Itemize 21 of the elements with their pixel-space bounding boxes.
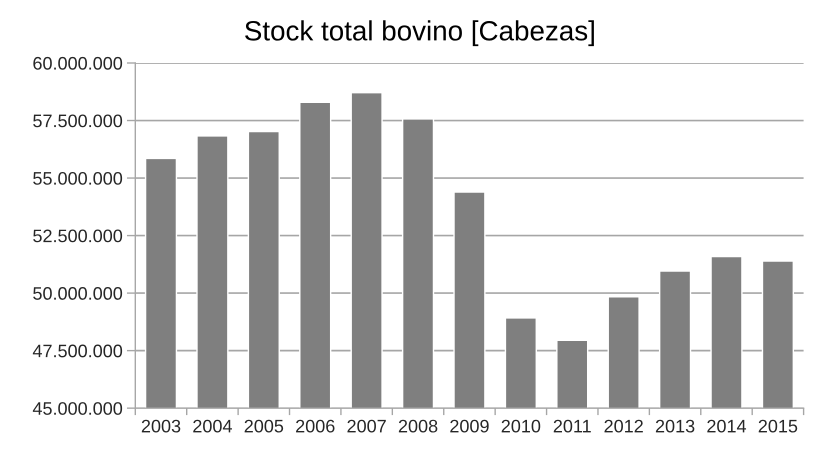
x-tick-label: 2009: [450, 420, 489, 433]
x-tick-label: 2005: [244, 420, 284, 433]
x-tick-label: 2010: [502, 420, 540, 433]
x-tick-label: 2012: [604, 420, 643, 433]
x-tick-label: 2011: [554, 420, 591, 433]
x-tick-label: 2006: [296, 420, 335, 433]
y-tick-label: 55.000.000: [33, 172, 122, 185]
y-tick-label: 60.000.000: [33, 56, 122, 70]
y-tick-label: 57.500.000: [33, 114, 122, 128]
y-tick-label: 50.000.000: [33, 287, 122, 300]
x-tick-label: 2008: [398, 420, 438, 433]
x-tick-label: 2013: [656, 420, 694, 433]
y-tick-label: 45.000.000: [32, 402, 122, 415]
x-tick-label: 2015: [758, 420, 798, 433]
y-tick-label: 52.500.000: [33, 230, 122, 242]
x-tick-label: 2007: [347, 420, 386, 433]
y-tick-label: 47.500.000: [32, 344, 122, 358]
x-tick-label: 2014: [707, 420, 746, 433]
x-tick-label: 2004: [193, 420, 232, 433]
x-tick-label: 2003: [142, 420, 180, 433]
chart-title: Stock total bovino [Cabezas]: [245, 20, 594, 46]
